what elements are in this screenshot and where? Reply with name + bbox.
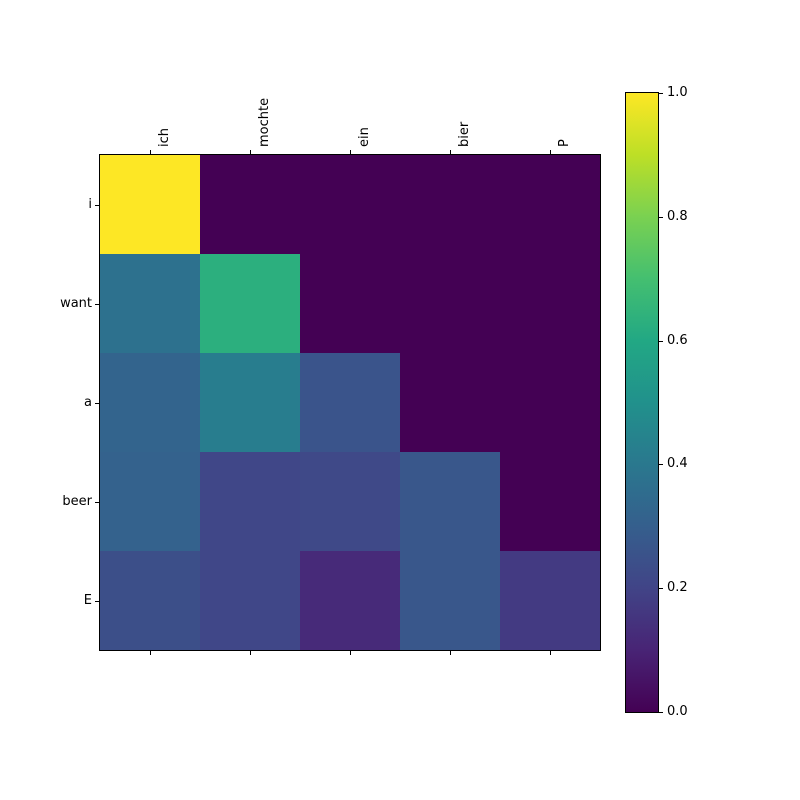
x-tick-mark-top (150, 150, 151, 154)
colorbar-tick-mark (659, 93, 663, 94)
x-tick-mark-bottom (450, 651, 451, 655)
heatmap-cell (100, 452, 200, 551)
colorbar-tick-mark (659, 588, 663, 590)
heatmap-cell (400, 155, 500, 254)
heatmap-cell (500, 353, 600, 452)
colorbar-tick-label: 0.4 (667, 456, 688, 472)
y-tick-label: i (88, 196, 92, 212)
colorbar-tick-mark (659, 712, 663, 713)
heatmap-cell (100, 551, 200, 650)
y-tick-label: beer (62, 493, 92, 509)
x-tick-label: mochte (257, 97, 272, 147)
x-tick-mark-bottom (550, 651, 551, 655)
colorbar (625, 92, 659, 713)
heatmap-cell (200, 452, 300, 551)
y-tick-label: E (83, 592, 92, 608)
y-tick-label: a (84, 394, 92, 410)
heatmap-cell (400, 452, 500, 551)
colorbar-tick-mark (659, 216, 663, 218)
colorbar-tick-mark (659, 340, 663, 342)
heatmap (99, 154, 601, 651)
y-tick-mark (95, 303, 99, 305)
x-tick-mark-bottom (250, 651, 251, 655)
x-tick-mark-bottom (150, 651, 151, 655)
heatmap-cell (100, 353, 200, 452)
heatmap-cell (400, 551, 500, 650)
heatmap-cell (300, 353, 400, 452)
heatmap-cell (200, 353, 300, 452)
heatmap-cell (500, 155, 600, 254)
y-tick-mark (95, 600, 99, 602)
x-tick-mark-top (350, 150, 351, 154)
heatmap-cell (500, 551, 600, 650)
colorbar-tick-label: 0.0 (667, 704, 688, 719)
colorbar-tick-label: 1.0 (667, 85, 688, 100)
heatmap-cell (200, 551, 300, 650)
heatmap-cell (300, 155, 400, 254)
x-tick-mark-top (550, 150, 551, 154)
x-tick-mark-top (450, 150, 451, 154)
y-tick-mark (95, 204, 99, 206)
heatmap-cell (300, 551, 400, 650)
colorbar-tick-mark (659, 464, 663, 466)
heatmap-cell (500, 254, 600, 353)
x-tick-label: ein (357, 127, 372, 147)
heatmap-cell (300, 452, 400, 551)
x-tick-label: ich (157, 128, 172, 147)
heatmap-cell (500, 452, 600, 551)
colorbar-tick-label: 0.2 (667, 580, 688, 596)
x-tick-label: P (557, 139, 572, 147)
y-tick-label: want (60, 295, 92, 311)
y-tick-mark (95, 402, 99, 404)
colorbar-tick-label: 0.8 (667, 208, 688, 224)
x-tick-mark-top (250, 150, 251, 154)
heatmap-cell (100, 254, 200, 353)
heatmap-cell (300, 254, 400, 353)
x-tick-label: bier (457, 121, 472, 147)
heatmap-cell (100, 155, 200, 254)
y-tick-mark (95, 501, 99, 503)
x-tick-mark-bottom (350, 651, 351, 655)
heatmap-cell (400, 254, 500, 353)
heatmap-cell (200, 155, 300, 254)
heatmap-cell (200, 254, 300, 353)
colorbar-tick-label: 0.6 (667, 332, 688, 348)
heatmap-cell (400, 353, 500, 452)
